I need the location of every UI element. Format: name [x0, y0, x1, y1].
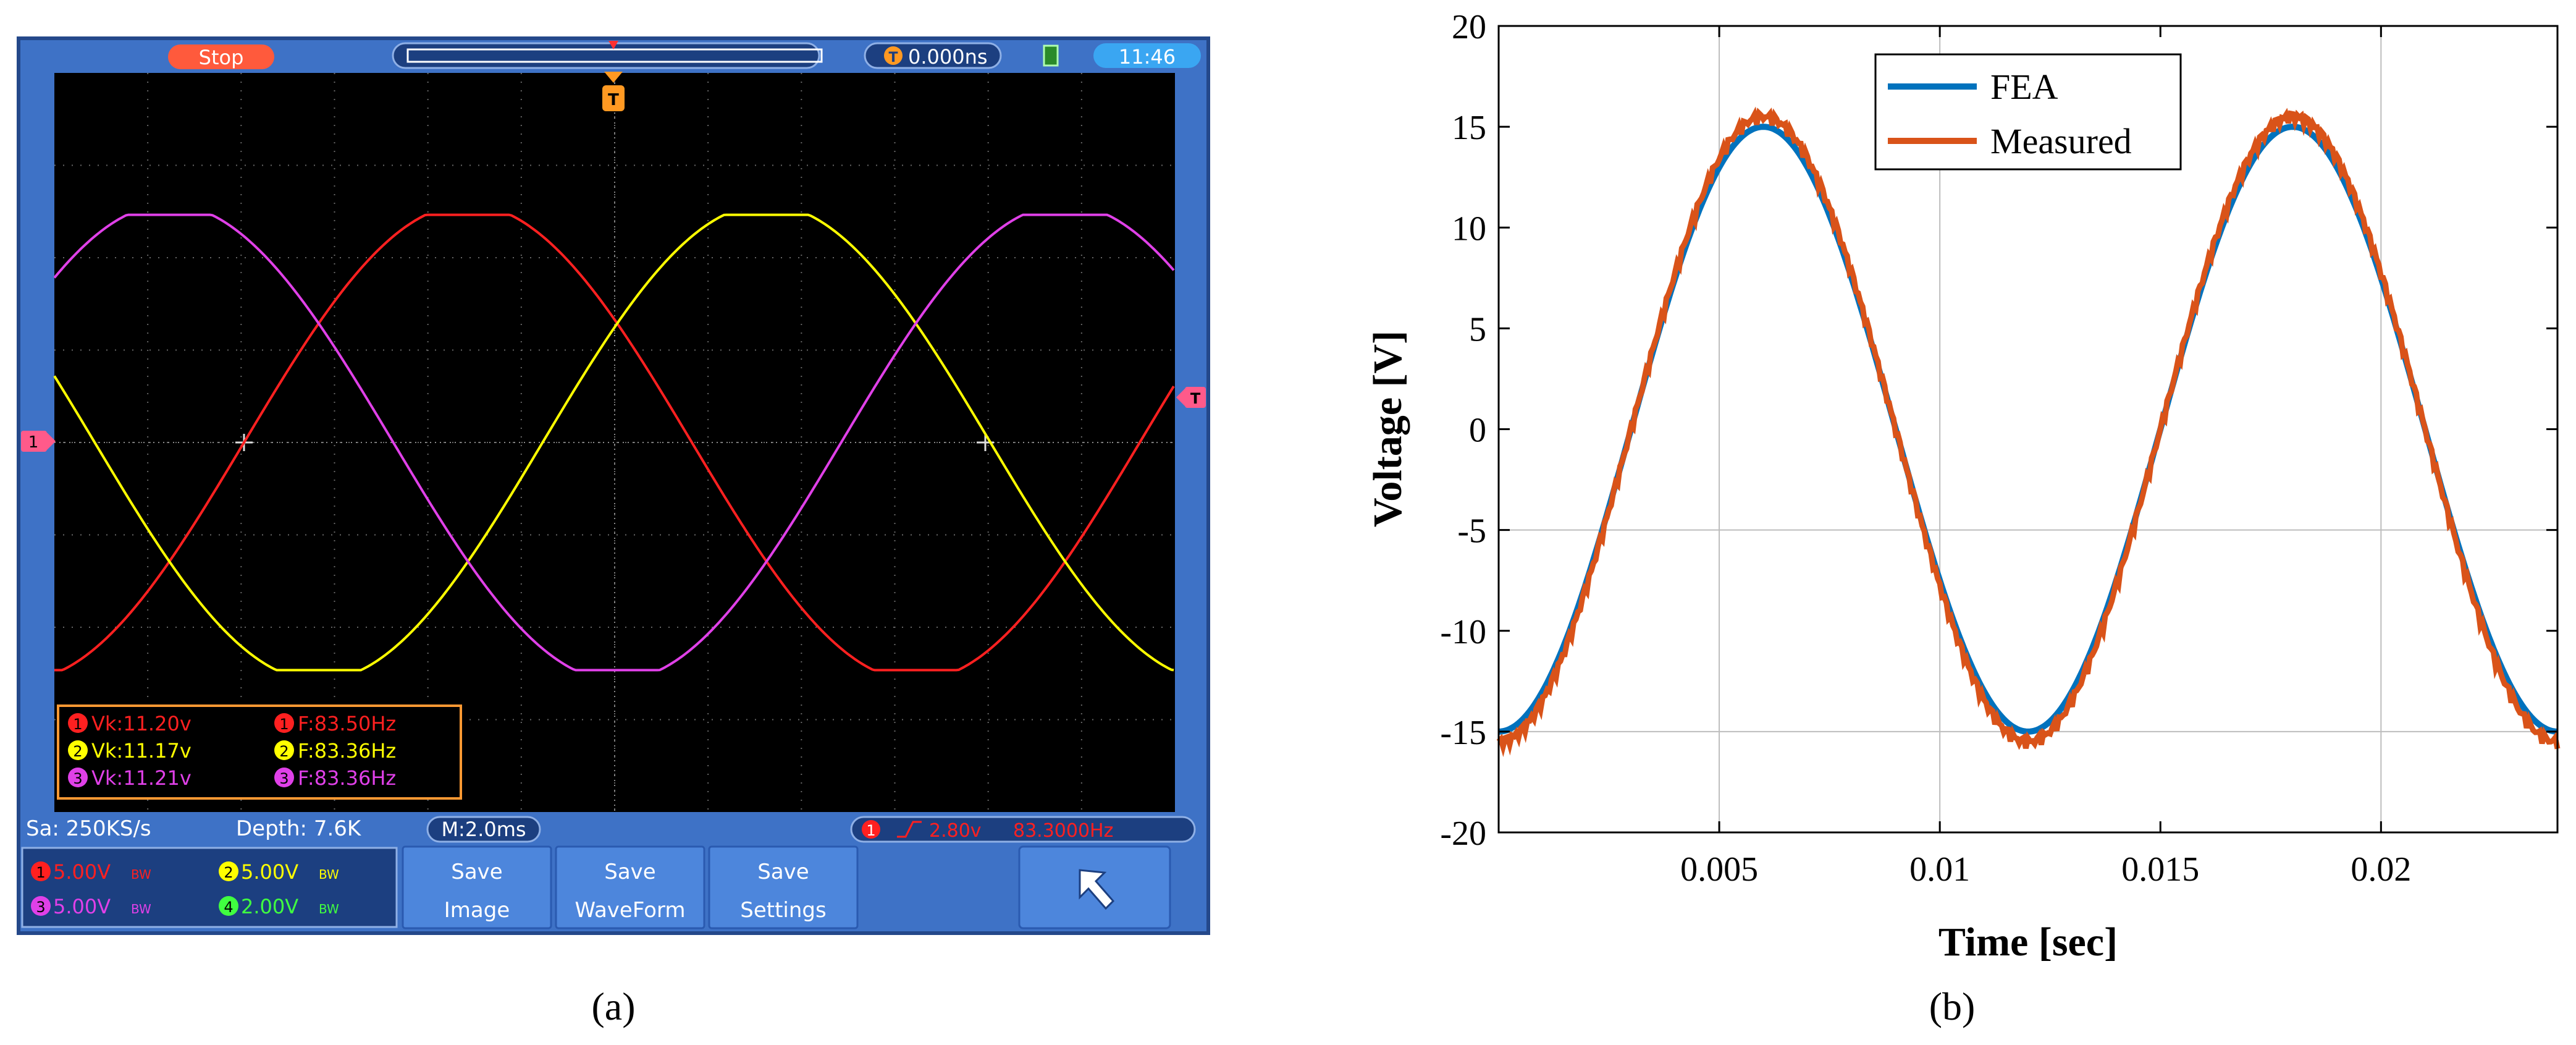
- softkey-label-line2: WaveForm: [575, 898, 686, 923]
- chart-legend: FEA Measured: [1875, 54, 2181, 169]
- battery-icon: [1044, 46, 1058, 66]
- panel-b-caption: (b): [1929, 984, 1976, 1028]
- y-tick-label: 0: [1469, 412, 1486, 450]
- channel-bandwidth-limit: BW: [131, 867, 151, 882]
- depth-label: Depth: 7.6K: [236, 816, 362, 841]
- scope-softkeys: Save Image Save WaveForm Save Settings: [403, 847, 857, 928]
- measurement-channel-number: 2: [279, 743, 288, 760]
- legend-label-measured: Measured: [1990, 121, 2132, 161]
- channel-bandwidth-limit: BW: [131, 902, 151, 916]
- softkey-button[interactable]: Save WaveForm: [556, 847, 704, 928]
- y-tick-label: 5: [1469, 310, 1486, 349]
- trigger-position-label: T: [608, 91, 619, 109]
- softkey-label-line1: Save: [604, 860, 655, 884]
- x-axis-label: Time [sec]: [1938, 920, 2118, 965]
- measurement-frequency: F:83.36Hz: [298, 739, 396, 763]
- trigger-source-label: 1: [866, 822, 875, 839]
- memory-position-bar[interactable]: [393, 43, 819, 68]
- oscilloscope-panel: Stop T 0.000ns 11:46 T 1: [19, 38, 1208, 1028]
- measurement-channel-number: 3: [73, 770, 82, 787]
- trigger-level-label: T: [1190, 390, 1201, 407]
- channel-scale-box: 1 5.00V BW 2 5.00V BW 3 5.00V BW 4 2.00V BW: [22, 848, 397, 927]
- y-tick-label: 20: [1452, 8, 1486, 46]
- channel-bandwidth-limit: BW: [319, 902, 339, 916]
- y-tick-label: -10: [1440, 613, 1486, 651]
- channel-number: 4: [224, 899, 233, 916]
- measurement-frequency: F:83.50Hz: [298, 712, 396, 735]
- y-tick-label: -15: [1440, 714, 1486, 752]
- ch1-ground-label: 1: [28, 433, 39, 452]
- y-tick-label: 10: [1452, 209, 1486, 248]
- trigger-time-value: 0.000ns: [908, 45, 988, 69]
- channel-scale-value[interactable]: 2.00V: [241, 895, 298, 918]
- trigger-level-value: 2.80v: [929, 820, 982, 842]
- timebase-label: M:2.0ms: [441, 818, 526, 841]
- channel-number: 3: [36, 899, 45, 916]
- y-tick-label: -5: [1457, 512, 1486, 551]
- measurement-vk: Vk:11.20v: [91, 712, 192, 735]
- channel-scale-value[interactable]: 5.00V: [241, 860, 298, 884]
- measurement-vk: Vk:11.17v: [91, 739, 192, 763]
- trigger-frequency-value: 83.3000Hz: [1013, 820, 1113, 842]
- channel-scale-value[interactable]: 5.00V: [53, 895, 111, 918]
- channel-scale-value[interactable]: 5.00V: [53, 860, 111, 884]
- run-state-label: Stop: [199, 46, 244, 69]
- x-tick-label: 0.015: [2121, 850, 2199, 889]
- legend-label-fea: FEA: [1990, 67, 2058, 107]
- measurement-channel-number: 2: [73, 743, 82, 760]
- panel-a-caption: (a): [591, 984, 635, 1028]
- softkey-button[interactable]: Save Settings: [709, 847, 857, 928]
- y-tick-label: 15: [1452, 109, 1486, 147]
- softkey-button[interactable]: Save Image: [403, 847, 551, 928]
- channel-number: 2: [224, 864, 233, 881]
- y-tick-label: -20: [1440, 814, 1486, 853]
- y-axis-label: Voltage [V]: [1365, 331, 1410, 527]
- measurement-channel-number: 1: [279, 716, 288, 733]
- measurement-box: 1 Vk:11.20v 1 F:83.50Hz 2 Vk:11.17v 2 F:83.36Hz…: [58, 706, 461, 798]
- back-button[interactable]: [1019, 847, 1170, 928]
- x-tick-label: 0.01: [1909, 850, 1970, 889]
- x-tick-label: 0.005: [1680, 850, 1758, 889]
- measurement-channel-number: 1: [73, 716, 82, 733]
- measurement-channel-number: 3: [279, 770, 288, 787]
- softkey-label-line2: Settings: [740, 898, 826, 923]
- clock-value: 11:46: [1119, 45, 1176, 69]
- measurement-vk: Vk:11.21v: [91, 766, 192, 790]
- sample-rate-label: Sa: 250KS/s: [26, 816, 151, 841]
- measurement-frequency: F:83.36Hz: [298, 766, 396, 790]
- softkey-label-line1: Save: [757, 860, 809, 884]
- channel-number: 1: [36, 864, 45, 881]
- trigger-time-icon-label: T: [888, 50, 898, 66]
- softkey-label-line1: Save: [451, 860, 502, 884]
- voltage-chart-panel: 0.005 0.01 0.015 0.02 20 15 10 5 0 -5 -10 -15 -20 Ti…: [1365, 8, 2557, 1028]
- x-tick-label: 0.02: [2351, 850, 2411, 889]
- softkey-label-line2: Image: [444, 898, 510, 923]
- channel-bandwidth-limit: BW: [319, 867, 339, 882]
